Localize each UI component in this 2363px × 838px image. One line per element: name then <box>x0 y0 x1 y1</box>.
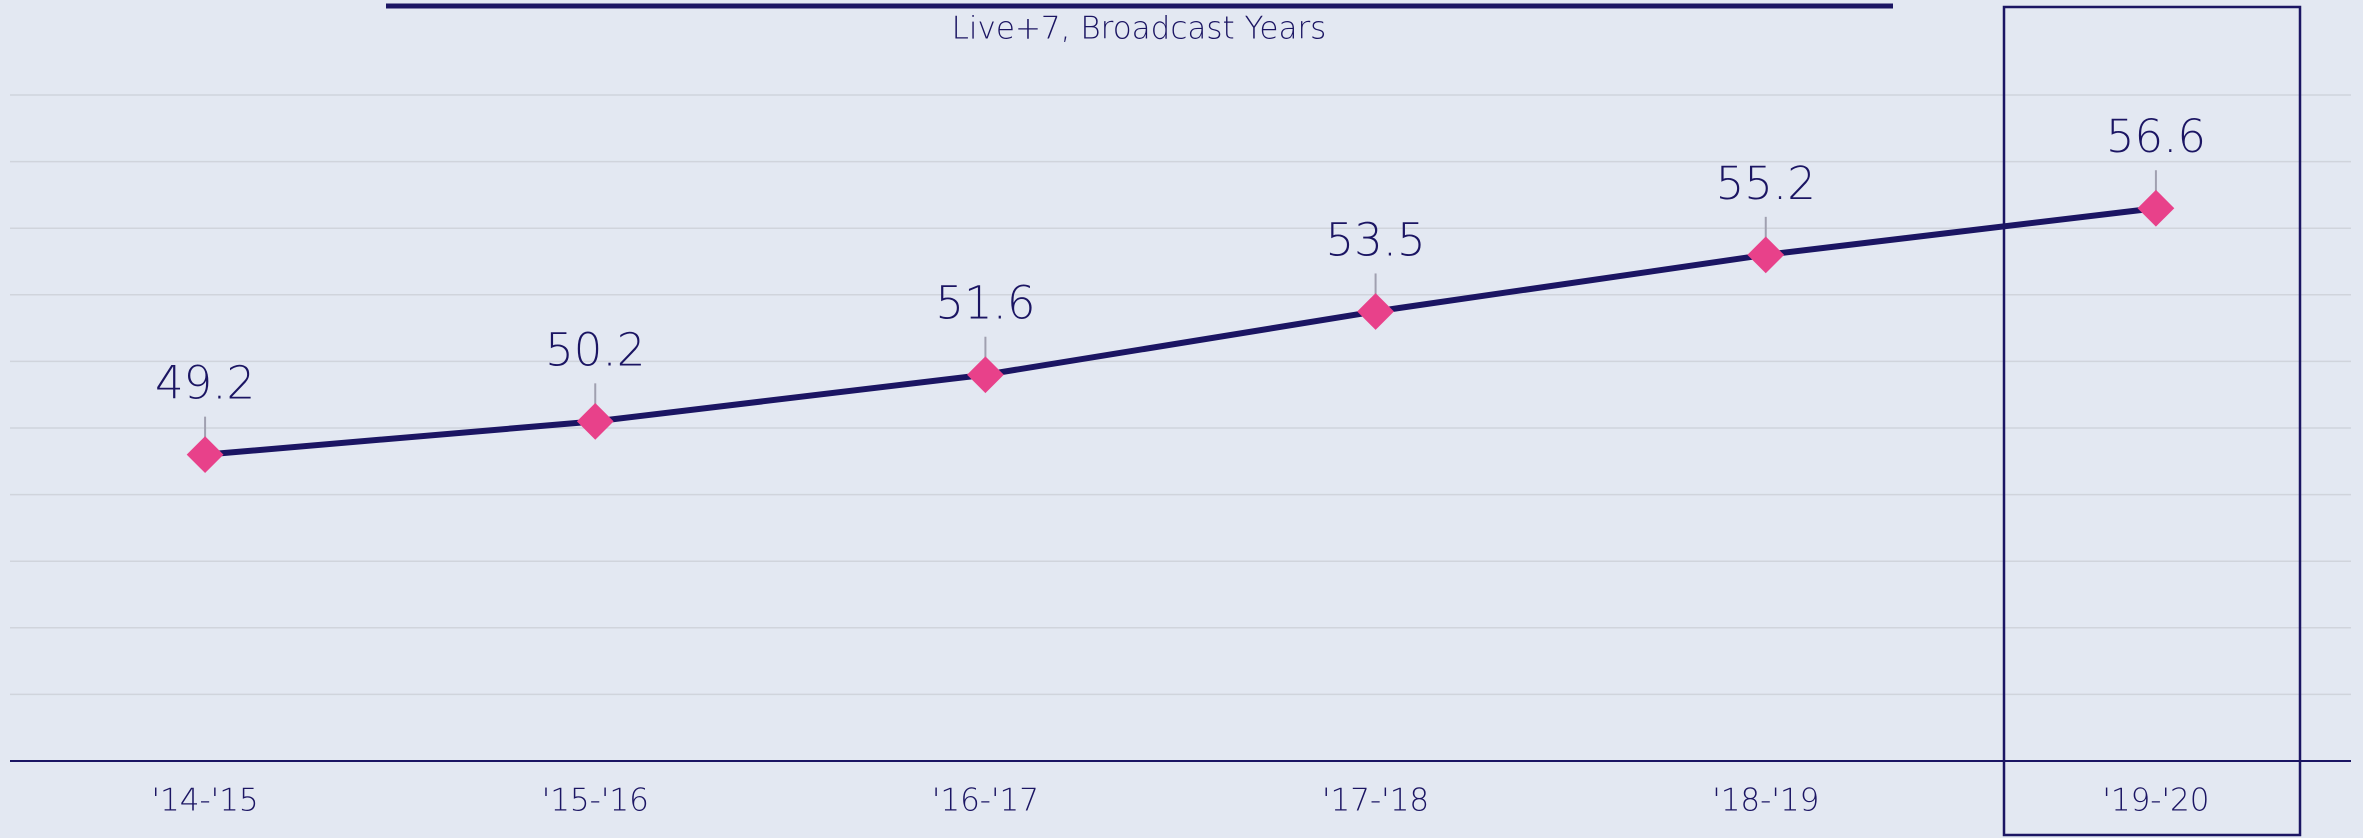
highlight-box <box>2002 5 2302 837</box>
marker <box>967 356 1004 394</box>
x-tick-label: '19-'20 <box>2102 783 2209 819</box>
marker <box>1357 293 1394 330</box>
marker <box>1747 236 1785 274</box>
marker <box>186 436 224 474</box>
x-tick-label: '14-'15 <box>152 783 259 819</box>
marker <box>576 402 614 440</box>
data-label: 49.2 <box>155 357 255 410</box>
x-tick-label: '15-'16 <box>542 783 649 819</box>
x-tick-label: '16-'17 <box>932 783 1039 819</box>
line <box>204 205 2157 458</box>
marker <box>2137 189 2175 227</box>
data-label: 50.2 <box>545 323 645 376</box>
x-tick-label: '18-'19 <box>1712 783 1819 819</box>
chart-subtitle: Live+7, Broadcast Years <box>952 11 1327 47</box>
data-label: 55.2 <box>1716 157 1816 210</box>
x-tick-label: '17-'18 <box>1322 783 1429 819</box>
data-label: 53.5 <box>1325 213 1425 266</box>
data-label: 51.6 <box>935 277 1035 330</box>
data-label: 56.6 <box>2106 110 2206 163</box>
